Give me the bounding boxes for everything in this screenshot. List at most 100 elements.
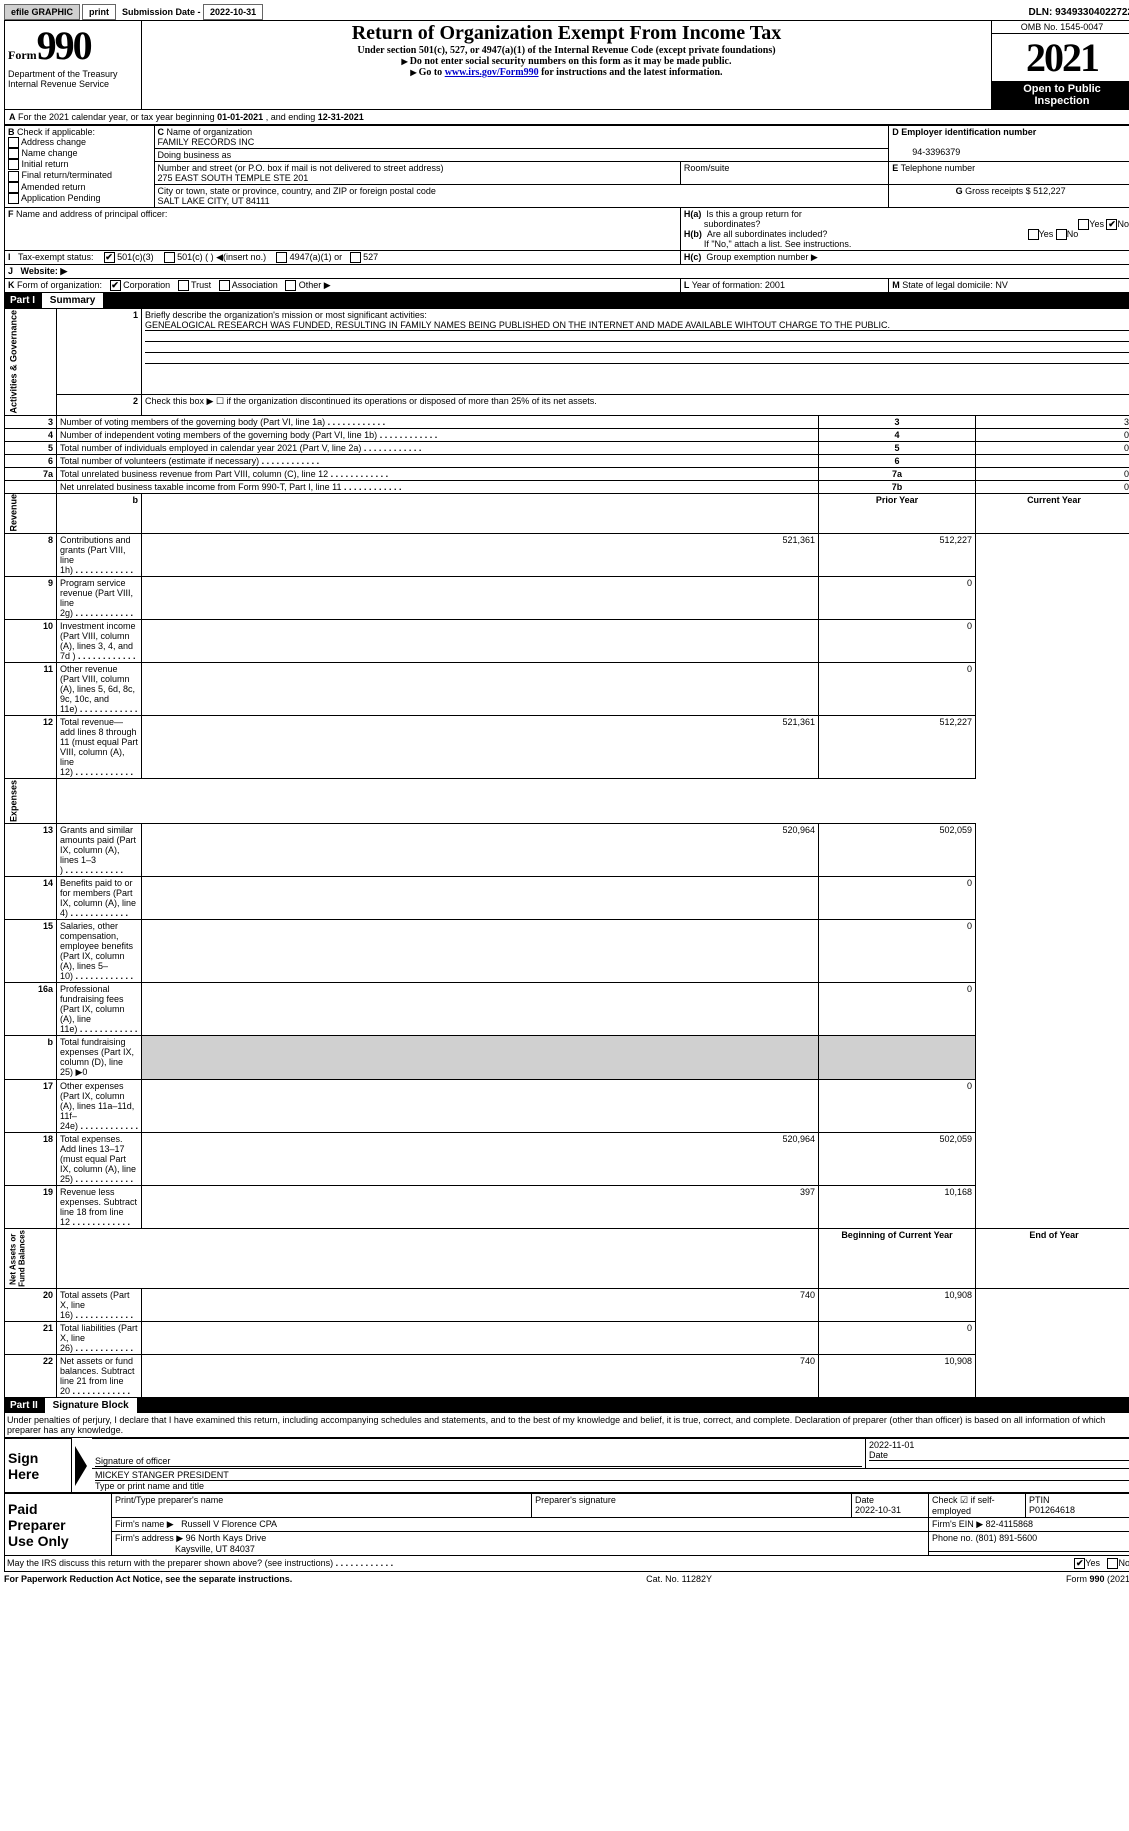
corp-checkbox[interactable] <box>110 280 121 291</box>
row-text: Number of voting members of the governin… <box>60 417 385 427</box>
row-num: 4 <box>5 428 57 441</box>
M-label: State of legal domicile: <box>902 280 993 290</box>
paid-preparer-table: Paid Preparer Use Only Print/Type prepar… <box>4 1493 1129 1556</box>
row-value <box>976 454 1129 467</box>
no-label-2: No <box>1067 229 1079 239</box>
current-value: 502,059 <box>819 824 976 877</box>
prior-value <box>142 983 819 1036</box>
row-num: 9 <box>5 577 57 620</box>
discuss-row: May the IRS discuss this return with the… <box>4 1556 1129 1572</box>
K-label: Form of organization: <box>17 280 102 290</box>
yes-label: Yes <box>1089 219 1104 229</box>
yes-label-2: Yes <box>1039 229 1054 239</box>
part1-num: Part I <box>10 295 35 306</box>
subtitle-2: Do not enter social security numbers on … <box>145 56 988 67</box>
omb-number: OMB No. 1545-0047 <box>992 21 1129 34</box>
firm-ein: 82-4115868 <box>986 1519 1033 1529</box>
assoc-checkbox[interactable] <box>219 280 230 291</box>
mission-text: GENEALOGICAL RESEARCH WAS FUNDED, RESULT… <box>145 320 1129 331</box>
current-value: 10,168 <box>819 1186 976 1229</box>
row-box: 5 <box>819 441 976 454</box>
row-num: 7a <box>5 467 57 480</box>
prior-year-hdr: Prior Year <box>819 493 976 534</box>
row-num: 6 <box>5 454 57 467</box>
J-label: Website: ▶ <box>21 266 68 276</box>
Hb-no-checkbox[interactable] <box>1056 229 1067 240</box>
checkbox[interactable] <box>8 193 19 204</box>
tax-year: 2021 <box>992 34 1129 81</box>
C-name-label: Name of organization <box>167 127 253 137</box>
blank-line <box>145 353 1129 364</box>
501c-checkbox[interactable] <box>164 252 175 263</box>
ptin-label: PTIN <box>1029 1495 1050 1505</box>
page-footer: For Paperwork Reduction Act Notice, see … <box>4 1572 1129 1586</box>
row-text: Total number of volunteers (estimate if … <box>60 456 319 466</box>
other-checkbox[interactable] <box>285 280 296 291</box>
boy-hdr: Beginning of Current Year <box>819 1229 976 1289</box>
row-text: Total liabilities (Part X, line 26) <box>60 1323 138 1353</box>
header-table: Form990 Department of the Treasury Inter… <box>4 20 1129 110</box>
discuss-yes-checkbox[interactable] <box>1074 1558 1085 1569</box>
checkbox[interactable] <box>8 159 19 170</box>
row-box: 7a <box>819 467 976 480</box>
pra-notice: For Paperwork Reduction Act Notice, see … <box>4 1574 292 1584</box>
Ha-yes-checkbox[interactable] <box>1078 219 1089 230</box>
A-end-date: 12-31-2021 <box>318 112 364 122</box>
prior-value: 397 <box>142 1186 819 1229</box>
state-domicile: NV <box>995 280 1008 290</box>
current-value: 0 <box>819 1322 976 1355</box>
I-label: Tax-exempt status: <box>18 252 94 262</box>
dba-label: Doing business as <box>158 150 232 160</box>
prior-value: 740 <box>142 1355 819 1398</box>
D-label: Employer identification number <box>901 127 1036 137</box>
discuss-no-checkbox[interactable] <box>1107 1558 1118 1569</box>
Hc-label: Group exemption number ▶ <box>706 252 817 262</box>
print-button[interactable]: print <box>82 4 116 20</box>
checkbox[interactable] <box>8 148 19 159</box>
sidetab-expenses: Expenses <box>5 779 57 824</box>
current-value: 0 <box>819 620 976 663</box>
row-num: 1 <box>57 309 142 395</box>
527-checkbox[interactable] <box>350 252 361 263</box>
row-text: Number of independent voting members of … <box>60 430 437 440</box>
section-A: A For the 2021 calendar year, or tax yea… <box>4 110 1129 125</box>
room-label: Room/suite <box>680 162 888 185</box>
efile-button[interactable]: efile GRAPHIC <box>4 4 80 20</box>
row-num: 18 <box>5 1133 57 1186</box>
row-num: b <box>5 1036 57 1080</box>
part1-header: Part I Summary <box>4 293 1129 308</box>
checkbox[interactable] <box>8 137 19 148</box>
checkbox[interactable] <box>8 171 19 182</box>
current-value: 0 <box>819 1080 976 1133</box>
row-num: 2 <box>57 394 142 415</box>
row-text: Total revenue—add lines 8 through 11 (mu… <box>60 717 138 777</box>
trust-label: Trust <box>191 280 211 290</box>
current-value: 0 <box>819 877 976 920</box>
checkbox[interactable] <box>8 182 19 193</box>
Ha-no-checkbox[interactable] <box>1106 219 1117 230</box>
irs-link[interactable]: www.irs.gov/Form990 <box>445 67 539 78</box>
4947-checkbox[interactable] <box>276 252 287 263</box>
row-text: Salaries, other compensation, employee b… <box>60 921 133 981</box>
date-label: Date <box>869 1450 1129 1461</box>
501c3-label: 501(c)(3) <box>117 252 154 262</box>
row-text: Benefits paid to or for members (Part IX… <box>60 878 136 918</box>
prior-value <box>142 1322 819 1355</box>
return-title: Return of Organization Exempt From Incom… <box>145 22 988 45</box>
triangle-icon <box>75 1446 87 1486</box>
prior-value <box>142 663 819 716</box>
prep-name-label: Print/Type preparer's name <box>112 1494 532 1518</box>
prep-sig-label: Preparer's signature <box>532 1494 852 1518</box>
trust-checkbox[interactable] <box>178 280 189 291</box>
row-num: 21 <box>5 1322 57 1355</box>
gray-cell <box>819 1036 976 1080</box>
G-label: Gross receipts $ <box>965 186 1031 196</box>
501c3-checkbox[interactable] <box>104 252 115 263</box>
year-formation: 2001 <box>765 280 785 290</box>
blank-line <box>145 342 1129 353</box>
prep-date: 2022-10-31 <box>855 1505 901 1515</box>
Hc-note: If "No," attach a list. See instructions… <box>704 239 851 249</box>
q1-text: Briefly describe the organization's miss… <box>145 310 427 320</box>
submission-date: 2022-10-31 <box>203 4 263 20</box>
Hb-yes-checkbox[interactable] <box>1028 229 1039 240</box>
